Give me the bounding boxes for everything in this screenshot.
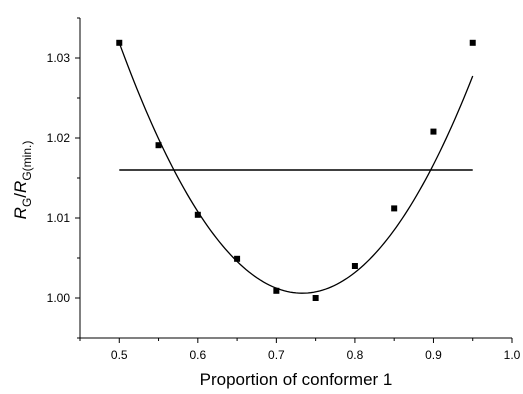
y-title-sub1: G [20, 198, 34, 207]
y-ticks: 1.00 1.01 1.02 1.03 [47, 17, 80, 339]
y-tick-label: 1.00 [47, 291, 71, 305]
data-point [469, 39, 476, 46]
data-point [391, 205, 398, 212]
data-point [155, 142, 162, 149]
y-title-r2: R [11, 181, 30, 193]
y-tick-label: 1.02 [47, 131, 71, 145]
data-point [273, 287, 280, 294]
x-tick-label: 0.7 [268, 348, 285, 362]
data-point [194, 211, 201, 218]
x-tick-label: 0.5 [111, 348, 128, 362]
x-ticks: 0.5 0.6 0.7 0.8 0.9 1.0 [79, 338, 521, 362]
y-title-slash: / [11, 193, 30, 198]
y-axis-title: RG/RG(min.) [11, 141, 34, 220]
data-point [430, 128, 437, 135]
fit-curve [118, 42, 474, 294]
y-title-sub2: G(min.) [20, 141, 34, 181]
y-tick-label: 1.03 [47, 51, 71, 65]
y-title-r1: R [11, 207, 30, 219]
data-point [234, 255, 241, 262]
x-tick-label: 0.8 [347, 348, 364, 362]
y-tick-label: 1.01 [47, 211, 71, 225]
x-tick-label: 1.0 [504, 348, 521, 362]
data-point [312, 295, 319, 301]
data-points [116, 39, 476, 301]
data-point [116, 39, 123, 46]
data-point [351, 263, 358, 269]
plot-frame [79, 18, 512, 339]
x-axis-title: Proportion of conformer 1 [200, 370, 393, 389]
fit-curve-layer [118, 42, 474, 294]
x-tick-label: 0.9 [425, 348, 442, 362]
x-tick-label: 0.6 [189, 348, 206, 362]
